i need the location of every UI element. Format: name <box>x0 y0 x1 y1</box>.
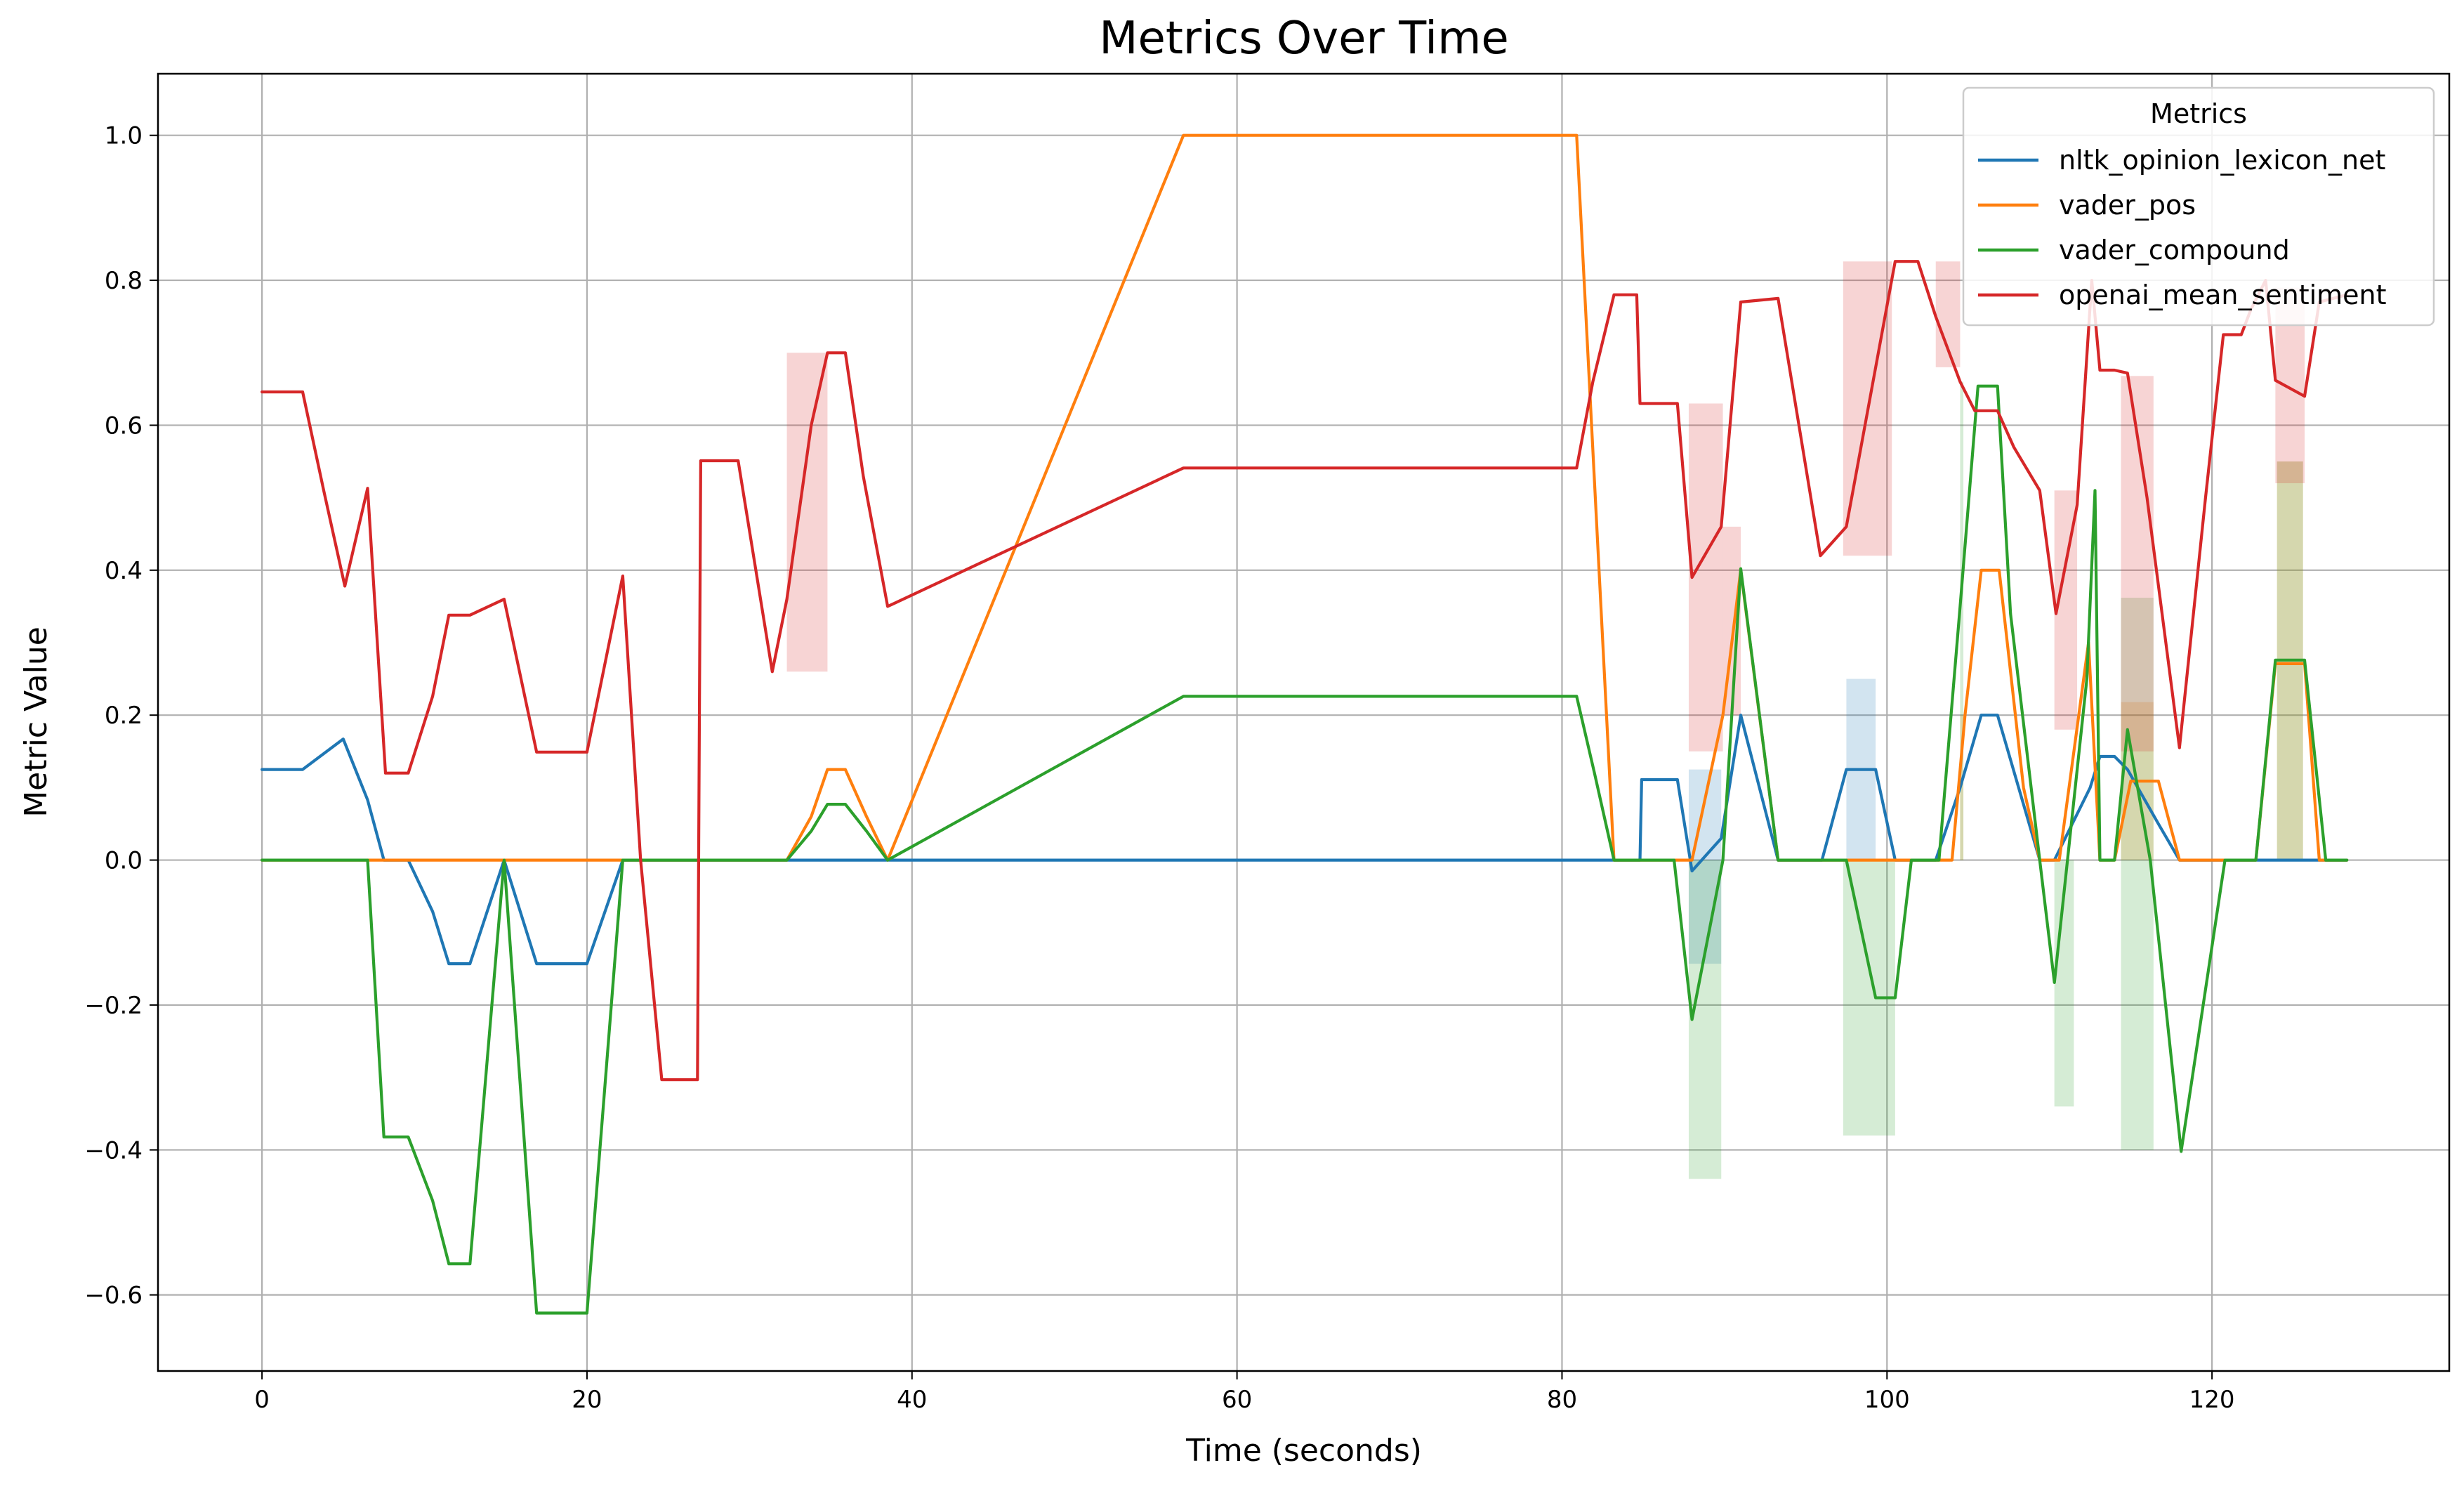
legend-label: vader_compound <box>2059 235 2290 265</box>
confidence-band <box>2121 598 2154 1150</box>
axis-ticks: 0 20 40 60 80 100 120 −0.6 −0.4 −0.2 0.0 0.2 0.4 0.6 0… <box>84 122 2234 1414</box>
legend-title: Metrics <box>2150 98 2247 129</box>
confidence-band <box>786 353 828 672</box>
y-tick-label: −0.2 <box>84 992 143 1020</box>
x-tick-label: 60 <box>1222 1386 1252 1414</box>
x-tick-label: 20 <box>572 1386 602 1414</box>
y-tick-label: 0.4 <box>105 557 143 585</box>
series-lines <box>261 133 2349 1315</box>
confidence-band <box>1960 381 1964 860</box>
confidence-band <box>1960 715 1964 860</box>
series-line-vader_pos <box>261 133 2349 862</box>
legend: Metrics nltk_opinion_lexicon_net vader_po… <box>1962 86 2435 327</box>
y-tick-label: 0.0 <box>105 847 143 875</box>
legend-label: vader_pos <box>2059 190 2196 221</box>
plot-area-frame <box>157 72 2451 1372</box>
x-tick-label: 0 <box>254 1386 270 1414</box>
y-tick-label: −0.6 <box>84 1282 143 1310</box>
series-line-openai_mean_sentiment <box>261 260 2349 1082</box>
y-tick-label: 1.0 <box>105 122 143 150</box>
confidence-band <box>1688 403 1723 752</box>
x-tick-label: 120 <box>2189 1386 2235 1414</box>
x-tick-label: 100 <box>1864 1386 1910 1414</box>
y-tick-label: 0.6 <box>105 412 143 440</box>
chart-title: Metrics Over Time <box>1099 13 1509 65</box>
y-axis-title: Metric Value <box>18 627 54 818</box>
legend-entries: nltk_opinion_lexicon_net vader_pos vader_c… <box>1978 145 2387 310</box>
legend-label: openai_mean_sentiment <box>2059 280 2387 310</box>
confidence-band <box>1688 860 1722 1179</box>
series-line-vader_compound <box>261 384 2349 1315</box>
y-tick-label: 0.8 <box>105 267 143 295</box>
legend-box <box>1962 86 2435 327</box>
y-tick-label: 0.2 <box>105 702 143 730</box>
x-axis-title: Time (seconds) <box>1185 1433 1422 1469</box>
x-tick-label: 40 <box>897 1386 927 1414</box>
series-line-nltk_opinion_lexicon_net <box>261 714 2349 966</box>
y-tick-label: −0.4 <box>84 1136 143 1165</box>
legend-label: nltk_opinion_lexicon_net <box>2059 145 2385 176</box>
x-tick-label: 80 <box>1547 1386 1577 1414</box>
